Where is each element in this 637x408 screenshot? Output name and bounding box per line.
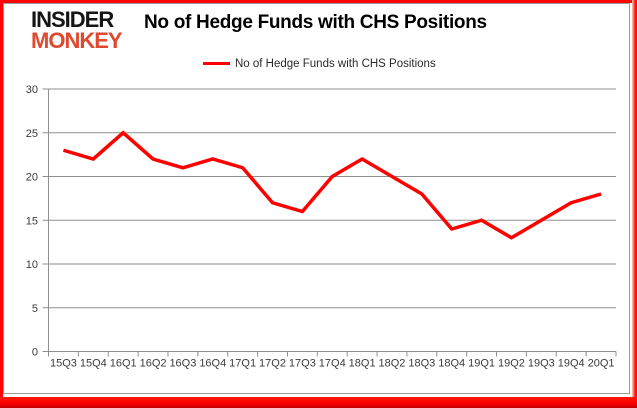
x-tick-label: 18Q4 xyxy=(438,358,465,370)
x-tick-label: 17Q4 xyxy=(319,358,346,370)
data-line-series xyxy=(62,130,602,240)
y-tick-label: 25 xyxy=(26,128,38,140)
legend-label: No of Hedge Funds with CHS Positions xyxy=(235,57,436,70)
x-tick-label: 19Q3 xyxy=(528,358,555,370)
x-tick-label: 18Q3 xyxy=(408,358,435,370)
page-border-right xyxy=(632,0,637,408)
x-tick-label: 15Q3 xyxy=(50,358,77,370)
y-tick-label: 20 xyxy=(26,172,38,184)
x-tick-label: 19Q2 xyxy=(498,358,525,370)
x-tick-label: 19Q1 xyxy=(468,358,495,370)
y-tick-label: 0 xyxy=(32,347,38,359)
x-tick-label: 16Q1 xyxy=(110,358,137,370)
x-tick-label: 18Q2 xyxy=(379,358,406,370)
x-tick-label: 18Q1 xyxy=(349,358,376,370)
page-border-top xyxy=(0,0,637,3)
x-tick-label: 16Q3 xyxy=(169,358,196,370)
x-tick-label: 17Q2 xyxy=(259,358,286,370)
y-tick-label: 30 xyxy=(26,84,38,96)
chart-title: No of Hedge Funds with CHS Positions xyxy=(144,12,487,33)
x-tick-label: 15Q4 xyxy=(80,358,107,370)
legend: No of Hedge Funds with CHS Positions xyxy=(203,56,436,71)
logo-text-monkey: MONKEY xyxy=(31,28,123,53)
legend-line-swatch xyxy=(203,62,230,65)
y-tick-label: 10 xyxy=(26,259,38,271)
x-tick-label: 16Q2 xyxy=(140,358,167,370)
x-tick-label: 17Q3 xyxy=(289,358,316,370)
x-tick-label: 17Q1 xyxy=(229,358,256,370)
insider-monkey-logo: INSIDER MONKEY xyxy=(31,7,123,53)
x-tick-label: 19Q4 xyxy=(558,358,585,370)
x-tick-label: 20Q1 xyxy=(588,358,615,370)
inner-frame xyxy=(3,3,630,394)
logo-text-insider: INSIDER xyxy=(31,7,114,32)
y-tick-label: 5 xyxy=(32,303,38,315)
page-border-left xyxy=(0,0,3,408)
x-tick-label: 16Q4 xyxy=(199,358,226,370)
page-border-bottom xyxy=(0,397,637,408)
y-tick-label: 15 xyxy=(26,215,38,227)
